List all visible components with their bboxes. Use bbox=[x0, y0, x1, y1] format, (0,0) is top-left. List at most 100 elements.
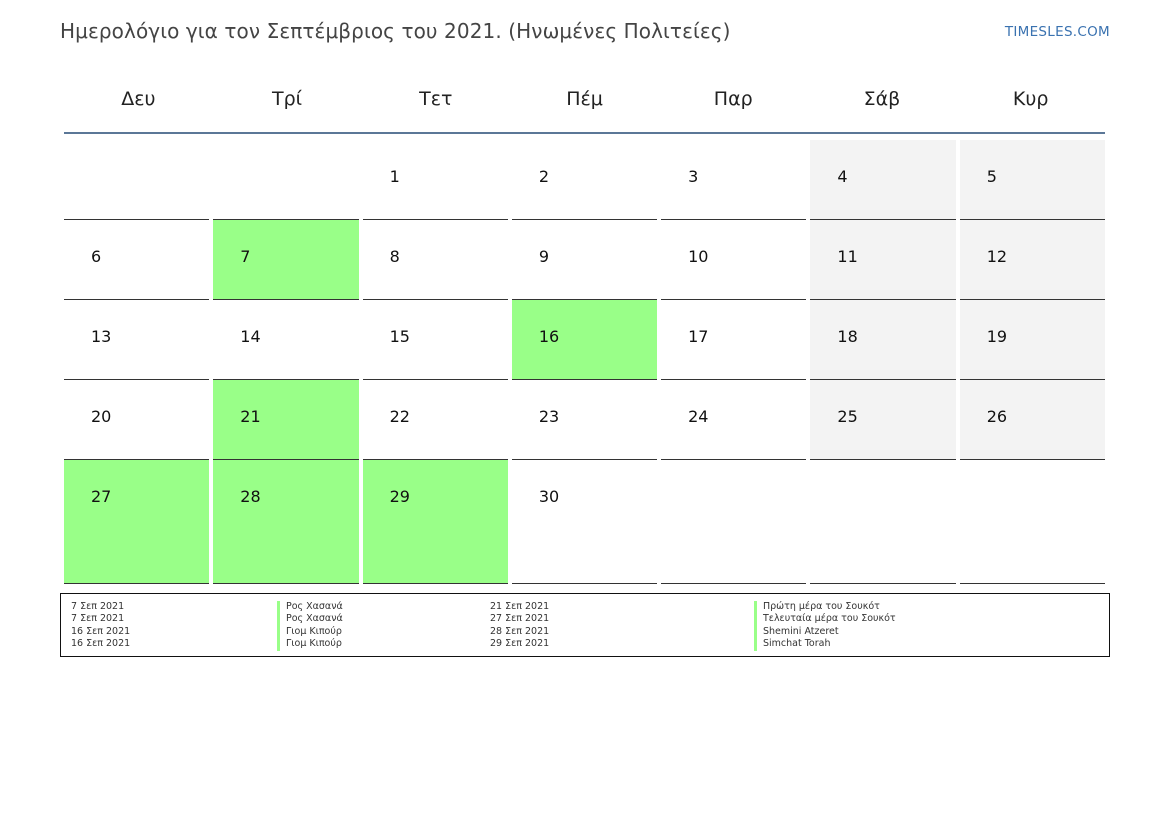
week-row: 6 7 8 9 10 11 12 bbox=[64, 220, 1105, 300]
day-cell-weekend[interactable]: 4 bbox=[810, 140, 956, 220]
day-cell[interactable]: 3 bbox=[661, 140, 807, 220]
day-cell[interactable]: 6 bbox=[64, 220, 210, 300]
day-number: 3 bbox=[688, 167, 699, 186]
day-number: 12 bbox=[986, 247, 1008, 266]
day-number: 25 bbox=[837, 407, 858, 426]
day-number: 19 bbox=[986, 327, 1008, 346]
day-number: 2 bbox=[538, 167, 550, 186]
holiday-legend: 7 Σεπ 2021 7 Σεπ 2021 16 Σεπ 2021 16 Σεπ… bbox=[60, 593, 1110, 657]
day-cell-weekend[interactable]: 25 bbox=[810, 380, 956, 460]
week-row: 20 21 22 23 24 25 26 bbox=[64, 380, 1105, 460]
day-cell[interactable]: 30 bbox=[511, 460, 658, 584]
weekday-thursday: Πέμ bbox=[566, 88, 603, 110]
day-cell-holiday[interactable]: 29 bbox=[362, 460, 508, 584]
weekday-tuesday: Τρί bbox=[272, 88, 303, 110]
day-cell-holiday[interactable]: 7 bbox=[213, 220, 359, 300]
day-cell-weekend[interactable]: 26 bbox=[959, 380, 1105, 460]
day-cell-empty bbox=[661, 460, 807, 584]
day-cell-holiday[interactable]: 28 bbox=[213, 460, 359, 584]
weekday-wednesday: Τετ bbox=[419, 88, 453, 110]
legend-holiday-name: Shemini Atzeret bbox=[754, 625, 896, 639]
legend-date: 7 Σεπ 2021 bbox=[71, 601, 125, 612]
day-number: 14 bbox=[240, 327, 261, 346]
legend-date: 28 Σεπ 2021 bbox=[490, 625, 550, 637]
day-cell[interactable]: 8 bbox=[362, 220, 508, 300]
legend-dates-right: 21 Σεπ 2021 27 Σεπ 2021 28 Σεπ 2021 29 Σ… bbox=[490, 601, 549, 651]
day-number: 26 bbox=[986, 407, 1008, 426]
legend-holiday-name: Ρος Χασανά bbox=[277, 601, 343, 614]
week-row: 27 28 29 30 bbox=[64, 460, 1105, 584]
day-cell-weekend[interactable]: 11 bbox=[810, 220, 956, 300]
day-number: 6 bbox=[91, 247, 102, 266]
day-number: 24 bbox=[688, 407, 709, 426]
legend-date: 27 Σεπ 2021 bbox=[490, 613, 550, 625]
day-cell-empty bbox=[810, 460, 956, 584]
calendar-grid: Δευ Τρί Τετ Πέμ Παρ Σάβ Κυρ 1 2 3 4 5 6 … bbox=[64, 72, 1105, 584]
day-cell-weekend[interactable]: 18 bbox=[810, 300, 956, 380]
legend-holiday-name: Πρώτη μέρα του Σουκότ bbox=[754, 601, 896, 614]
legend-date: 21 Σεπ 2021 bbox=[490, 601, 550, 612]
legend-names-right: Πρώτη μέρα του Σουκότ Τελευταία μέρα του… bbox=[754, 601, 896, 651]
day-cell[interactable]: 20 bbox=[64, 380, 210, 460]
legend-date: 16 Σεπ 2021 bbox=[71, 625, 131, 637]
legend-date: 7 Σεπ 2021 bbox=[71, 613, 125, 625]
day-number: 4 bbox=[837, 167, 848, 186]
day-cell[interactable]: 2 bbox=[511, 140, 658, 220]
week-row: 1 2 3 4 5 bbox=[64, 140, 1105, 220]
legend-holiday-name: Τελευταία μέρα του Σουκότ bbox=[754, 613, 896, 626]
day-cell[interactable]: 17 bbox=[661, 300, 807, 380]
day-number: 8 bbox=[389, 247, 400, 266]
day-cell-weekend[interactable]: 19 bbox=[959, 300, 1105, 380]
day-number: 27 bbox=[91, 487, 112, 506]
brand-link[interactable]: TIMESLES.COM bbox=[1004, 24, 1110, 40]
legend-holiday-name: Ρος Χασανά bbox=[277, 613, 343, 626]
legend-dates-left: 7 Σεπ 2021 7 Σεπ 2021 16 Σεπ 2021 16 Σεπ… bbox=[71, 601, 130, 651]
page-title: Ημερολόγιο για τον Σεπτέμβριος του 2021.… bbox=[60, 19, 731, 43]
day-number: 11 bbox=[837, 247, 858, 266]
day-cell[interactable]: 14 bbox=[213, 300, 359, 380]
legend-holiday-name: Γιομ Κιπούρ bbox=[277, 625, 343, 639]
weekday-friday: Παρ bbox=[713, 88, 753, 110]
day-cell-empty bbox=[959, 460, 1105, 584]
day-cell-weekend[interactable]: 5 bbox=[959, 140, 1105, 220]
weekday-monday: Δευ bbox=[121, 88, 156, 110]
legend-holiday-name: Simchat Torah bbox=[754, 638, 896, 651]
day-cell[interactable]: 1 bbox=[362, 140, 508, 220]
weekday-sunday: Κυρ bbox=[1012, 88, 1049, 110]
day-cell-empty bbox=[213, 140, 359, 220]
day-number: 5 bbox=[986, 167, 997, 186]
day-number: 10 bbox=[688, 247, 709, 266]
day-cell[interactable]: 24 bbox=[661, 380, 807, 460]
day-cell[interactable]: 13 bbox=[64, 300, 210, 380]
day-number: 22 bbox=[389, 407, 410, 426]
day-cell-empty bbox=[64, 140, 210, 220]
calendar-weeks: 1 2 3 4 5 6 7 8 9 10 11 12 13 14 15 16 1… bbox=[64, 134, 1105, 584]
weekday-header-row: Δευ Τρί Τετ Πέμ Παρ Σάβ Κυρ bbox=[64, 72, 1105, 134]
day-number: 13 bbox=[91, 327, 112, 346]
day-number: 7 bbox=[240, 247, 251, 266]
day-cell-holiday[interactable]: 27 bbox=[64, 460, 210, 584]
week-row: 13 14 15 16 17 18 19 bbox=[64, 300, 1105, 380]
legend-date: 16 Σεπ 2021 bbox=[71, 638, 131, 650]
day-cell-holiday[interactable]: 16 bbox=[511, 300, 658, 380]
day-number: 20 bbox=[91, 407, 112, 426]
legend-date: 29 Σεπ 2021 bbox=[490, 638, 550, 650]
day-number: 17 bbox=[688, 327, 709, 346]
day-number: 15 bbox=[389, 327, 410, 346]
weekday-saturday: Σάβ bbox=[863, 88, 901, 110]
day-number: 16 bbox=[538, 327, 560, 346]
day-cell[interactable]: 23 bbox=[511, 380, 658, 460]
day-number: 1 bbox=[389, 167, 400, 186]
day-number: 21 bbox=[240, 407, 261, 426]
day-number: 23 bbox=[538, 407, 560, 426]
day-cell-weekend[interactable]: 12 bbox=[959, 220, 1105, 300]
day-cell[interactable]: 22 bbox=[362, 380, 508, 460]
day-cell[interactable]: 10 bbox=[661, 220, 807, 300]
day-number: 30 bbox=[538, 487, 560, 506]
day-cell[interactable]: 9 bbox=[511, 220, 658, 300]
legend-names-left: Ρος Χασανά Ρος Χασανά Γιομ Κιπούρ Γιομ Κ… bbox=[277, 601, 343, 651]
day-cell-holiday[interactable]: 21 bbox=[213, 380, 359, 460]
day-number: 9 bbox=[538, 247, 550, 266]
day-cell[interactable]: 15 bbox=[362, 300, 508, 380]
day-number: 18 bbox=[837, 327, 858, 346]
